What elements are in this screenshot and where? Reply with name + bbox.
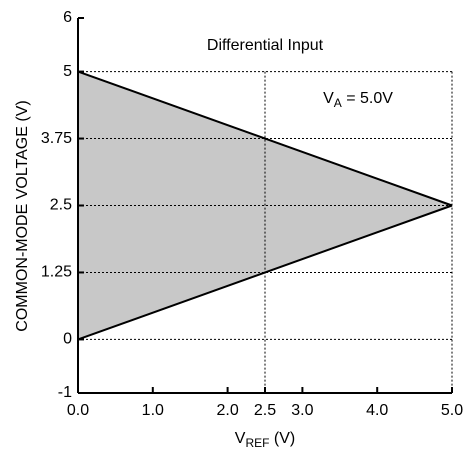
- va-annotation-main: V: [323, 90, 334, 107]
- line: [77, 70, 453, 207]
- x-tick-label: 2.0: [216, 402, 238, 419]
- x-axis-label: VREF (V): [235, 430, 295, 450]
- x-tick-label: 2.5: [254, 402, 276, 419]
- y-tick-label: 3.75: [41, 130, 72, 147]
- y-axis-label: COMMON-MODE VOLTAGE (V): [14, 100, 31, 331]
- x-axis-label-sub: REF: [245, 436, 269, 450]
- x-tick-label: 3.0: [291, 402, 313, 419]
- y-tick-label: 5: [63, 63, 72, 80]
- line: [77, 204, 453, 341]
- x-axis-label-main: V: [235, 430, 246, 447]
- x-axis-label-rest: (V): [269, 430, 295, 447]
- annotation: Differential Input: [207, 37, 324, 54]
- va-annotation: VA = 5.0V: [323, 90, 393, 110]
- x-tick-label: 0.0: [67, 402, 89, 419]
- x-tick-label: 5.0: [441, 402, 463, 419]
- y-tick-label: 1.25: [41, 264, 72, 281]
- y-tick-label: -1: [58, 384, 72, 401]
- y-tick-label: 2.5: [50, 197, 72, 214]
- y-tick-label: 6: [63, 9, 72, 26]
- va-annotation-sub: A: [334, 96, 342, 110]
- va-annotation-rest: = 5.0V: [342, 90, 393, 107]
- x-tick-label: 1.0: [142, 402, 164, 419]
- y-tick-label: 0: [63, 331, 72, 348]
- x-tick-label: 4.0: [366, 402, 388, 419]
